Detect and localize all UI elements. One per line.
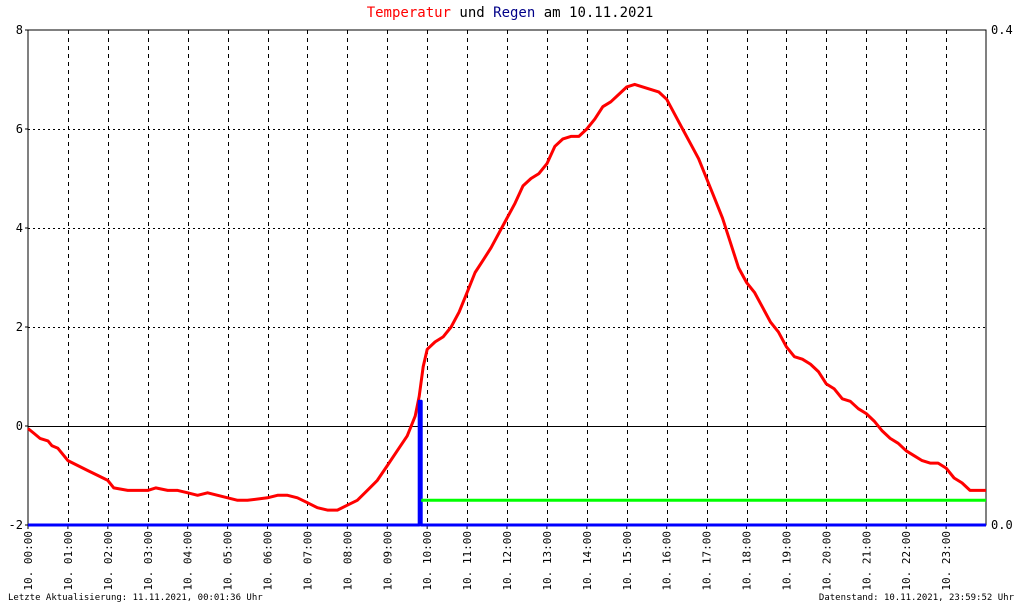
title-date: am 10.11.2021	[535, 5, 654, 21]
title-and: und	[450, 5, 494, 21]
x-tick-label: 10. 07:00	[301, 531, 314, 591]
x-tick-label: 10. 13:00	[541, 531, 554, 591]
x-tick-label: 10. 00:00	[22, 531, 35, 591]
title-rain: Regen	[493, 5, 536, 21]
x-tick-label: 10. 16:00	[661, 531, 674, 591]
x-tick-label: 10. 18:00	[741, 531, 754, 591]
x-tick-label: 10. 21:00	[860, 531, 873, 591]
y-left-tick-label: 0	[16, 419, 23, 433]
x-tick-label: 10. 12:00	[501, 531, 514, 591]
y-left-tick-label: -2	[9, 518, 23, 532]
x-tick-label: 10. 23:00	[940, 531, 953, 591]
y-left-tick-label: 2	[16, 320, 23, 334]
x-tick-label: 10. 17:00	[701, 531, 714, 591]
x-tick-label: 10. 11:00	[461, 531, 474, 591]
series-regen	[28, 399, 986, 527]
x-tick-label: 10. 10:00	[421, 531, 434, 591]
y-left-tick-label: 8	[16, 23, 23, 37]
footer-data-status: Datenstand: 10.11.2021, 23:59:52 Uhr	[818, 593, 1014, 603]
x-tick-label: 10. 15:00	[621, 531, 634, 591]
y-left-tick-label: 4	[16, 221, 23, 235]
x-tick-label: 10. 05:00	[222, 531, 235, 591]
x-tick-label: 10. 02:00	[102, 531, 115, 591]
x-tick-label: 10. 03:00	[142, 531, 155, 591]
x-tick-label: 10. 09:00	[381, 531, 394, 591]
y-right-tick-label: 0.0	[991, 518, 1013, 532]
footer-last-update: Letzte Aktualisierung: 11.11.2021, 00:01…	[8, 593, 263, 603]
x-tick-label: 10. 14:00	[581, 531, 594, 591]
x-tick-label: 10. 20:00	[820, 531, 833, 591]
chart-title: Temperatur und Regen am 10.11.2021	[0, 5, 1020, 21]
x-tick-label: 10. 22:00	[900, 531, 913, 591]
x-tick-label: 10. 04:00	[182, 531, 195, 591]
x-tick-label: 10. 19:00	[780, 531, 793, 591]
x-tick-label: 10. 06:00	[262, 531, 275, 591]
title-temperature: Temperatur	[366, 5, 451, 21]
series-temperatur	[27, 82, 986, 512]
x-tick-label: 10. 01:00	[62, 531, 75, 591]
x-tick-label: 10. 08:00	[341, 531, 354, 591]
y-left-tick-label: 6	[16, 122, 23, 136]
y-right-tick-label: 0.4	[991, 23, 1013, 37]
